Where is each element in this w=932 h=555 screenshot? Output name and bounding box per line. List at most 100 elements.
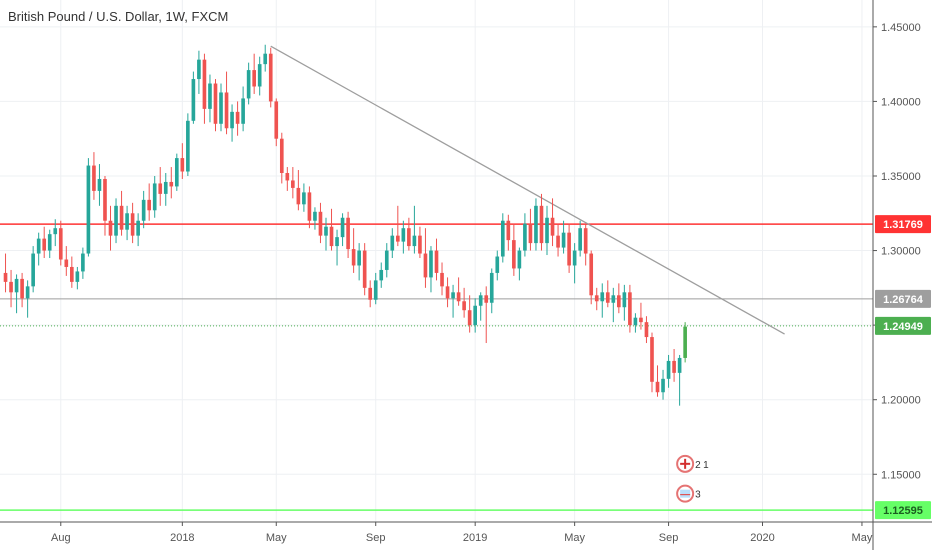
candle: [357, 243, 361, 281]
candle: [119, 190, 124, 236]
candle-body: [346, 217, 350, 250]
candle: [202, 53, 207, 124]
candle-body: [58, 228, 63, 260]
candle-body: [368, 287, 373, 300]
candle-body: [390, 235, 395, 251]
y-tick-label: 1.15000: [881, 469, 921, 481]
candle-body: [534, 205, 538, 244]
candle-body: [517, 250, 522, 269]
candle-body: [379, 269, 384, 281]
candle: [9, 269, 13, 308]
candle: [628, 284, 632, 333]
candle-body: [567, 232, 571, 266]
candle: [373, 272, 378, 305]
price-levels: [0, 223, 873, 511]
candle-body: [213, 83, 218, 124]
candle: [600, 283, 605, 318]
candle-body: [14, 278, 19, 293]
candle-body: [362, 250, 367, 288]
level-label-bg: [875, 316, 931, 335]
candle-body: [373, 280, 378, 300]
candle: [36, 232, 41, 266]
candle-body: [661, 378, 665, 393]
candle: [467, 295, 472, 333]
candle-body: [561, 232, 566, 248]
level-label-last-price: 1.24949: [875, 316, 931, 335]
candle-body: [36, 238, 41, 254]
candle: [605, 280, 610, 308]
candle-body: [31, 253, 35, 287]
candle: [639, 302, 643, 330]
candle-body: [202, 59, 207, 109]
candle-body: [219, 92, 223, 124]
candle: [268, 47, 273, 108]
candle-body: [489, 272, 494, 303]
y-tick-label: 1.20000: [881, 395, 921, 407]
candle: [462, 287, 466, 318]
candle-body: [500, 220, 505, 257]
candle: [158, 167, 163, 206]
candle-body: [550, 217, 555, 236]
candle-body: [313, 211, 317, 221]
candle: [252, 53, 256, 94]
candle: [395, 205, 400, 247]
candle-body: [473, 305, 478, 326]
candle-body: [9, 281, 13, 293]
candle: [545, 205, 549, 256]
candle-body: [263, 53, 268, 65]
candle: [683, 322, 687, 363]
level-label-pivot: 1.26764: [875, 289, 931, 308]
candle-body: [639, 317, 643, 323]
candle: [340, 213, 345, 247]
candle: [451, 284, 455, 318]
event-markers[interactable]: 2 1 3: [676, 454, 709, 503]
candle: [97, 164, 102, 206]
level-label-bg: [875, 289, 931, 308]
candle: [3, 253, 8, 293]
candle-body: [279, 138, 284, 174]
candle: [42, 226, 47, 259]
candle-body: [318, 211, 323, 236]
candle: [224, 71, 229, 135]
candle: [429, 246, 433, 293]
candle: [180, 143, 185, 179]
candle: [291, 167, 295, 199]
candle-body: [97, 178, 102, 191]
candle-body: [86, 165, 91, 254]
candle-body: [241, 98, 245, 124]
x-tick-label: 2020: [750, 532, 774, 544]
candle: [556, 223, 560, 257]
candle-body: [456, 292, 461, 302]
candle-body: [114, 205, 118, 236]
candle: [81, 247, 85, 279]
candle-body: [92, 165, 96, 191]
candle: [622, 284, 627, 321]
candle-body: [186, 120, 190, 172]
candle: [489, 268, 494, 314]
candle-body: [528, 223, 533, 244]
candle: [86, 158, 91, 257]
candle-body: [666, 360, 671, 379]
candle-body: [462, 301, 466, 311]
candle: [528, 208, 533, 251]
candle: [578, 220, 582, 257]
event-flag-us[interactable]: 3: [676, 484, 701, 503]
candle-body: [47, 234, 52, 251]
candle: [92, 152, 96, 200]
candle: [31, 246, 35, 293]
y-tick-label: 1.40000: [881, 96, 921, 108]
candle-body: [169, 181, 174, 187]
candle: [130, 202, 135, 244]
candle-body: [440, 272, 444, 287]
candle-body: [622, 292, 627, 308]
candle: [235, 101, 240, 136]
candle: [589, 250, 594, 305]
candle-body: [628, 292, 632, 326]
candle-body: [467, 310, 472, 326]
candle-body: [545, 217, 549, 244]
x-tick-label: Aug: [51, 532, 71, 544]
candle: [279, 132, 284, 184]
